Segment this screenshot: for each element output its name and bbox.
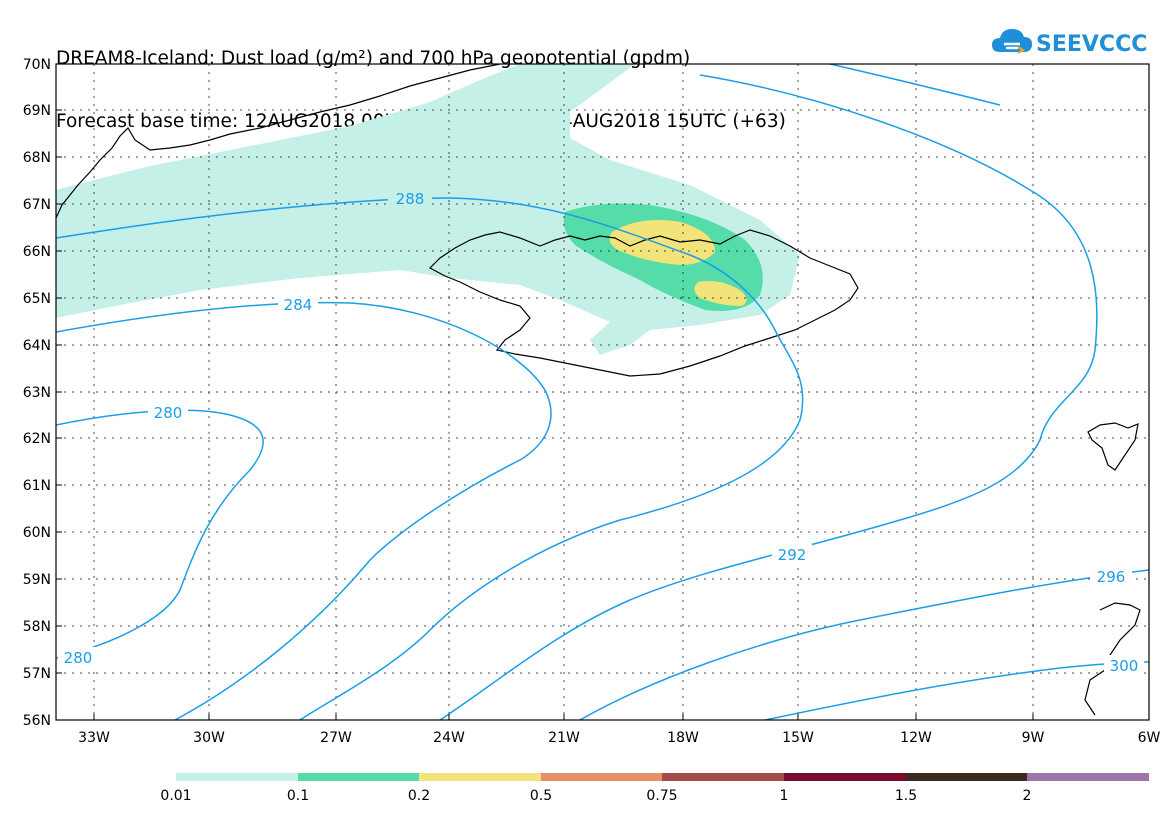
- logo-text: SEEVCCC: [1036, 32, 1147, 57]
- axis-ticks: [56, 63, 1150, 721]
- lon-label-18w: 18W: [667, 730, 699, 746]
- lat-label-59n: 59N: [23, 572, 51, 588]
- lat-label-69n: 69N: [23, 103, 51, 119]
- legend-swatch-7: [1027, 773, 1149, 781]
- contour-label-284: 284: [284, 296, 313, 314]
- legend-swatches: [176, 773, 1149, 781]
- coastlines: [56, 64, 1141, 716]
- lat-label-70n: 70N: [23, 57, 51, 73]
- dust-region-0.2-north: [609, 219, 715, 265]
- longitude-labels: 33W 30W 27W 24W 21W 18W 15W 12W 9W 6W: [78, 730, 1160, 746]
- lat-label-61n: 61N: [23, 478, 51, 494]
- lon-label-21w: 21W: [548, 730, 580, 746]
- legend-label-6: 1.5: [895, 788, 917, 804]
- legend-swatch-3: [541, 773, 662, 781]
- lat-label-63n: 63N: [23, 385, 51, 401]
- lat-label-58n: 58N: [23, 619, 51, 635]
- lat-label-64n: 64N: [23, 338, 51, 354]
- legend-swatch-1: [298, 773, 419, 781]
- contour-label-288: 288: [396, 190, 425, 208]
- lat-label-62n: 62N: [23, 431, 51, 447]
- lat-label-65n: 65N: [23, 291, 51, 307]
- legend-label-7: 2: [1023, 788, 1032, 804]
- legend-label-1: 0.1: [287, 788, 309, 804]
- lat-label-67n: 67N: [23, 197, 51, 213]
- lon-label-9w: 9W: [1022, 730, 1045, 746]
- legend-swatch-2: [419, 773, 541, 781]
- graticule: [56, 64, 1149, 720]
- lon-label-24w: 24W: [433, 730, 465, 746]
- lon-label-30w: 30W: [193, 730, 225, 746]
- dust-region-0.01: [56, 64, 800, 355]
- legend-swatch-0: [176, 773, 298, 781]
- lat-label-57n: 57N: [23, 666, 51, 682]
- contour-284: [56, 301, 552, 720]
- dust-region-0.2-south: [694, 281, 747, 306]
- contour-label-280-lower: 280: [64, 649, 93, 667]
- faroe-coast: [1087, 422, 1139, 471]
- contour-northeast: [829, 64, 1001, 106]
- legend-label-4: 0.75: [646, 788, 677, 804]
- legend-swatch-6: [906, 773, 1027, 781]
- latitude-labels: 70N 69N 68N 67N 66N 65N 64N 63N 62N 61N …: [23, 57, 51, 729]
- lat-label-68n: 68N: [23, 150, 51, 166]
- legend-swatch-5: [784, 773, 906, 781]
- scotland-coast: [1084, 602, 1141, 716]
- lon-label-15w: 15W: [782, 730, 814, 746]
- lat-label-56n: 56N: [23, 713, 51, 729]
- seevccc-logo: SEEVCCC: [990, 20, 1150, 60]
- contour-labels: 288 284 280 280 292 296 300: [58, 188, 1144, 675]
- legend-swatch-4: [662, 773, 784, 781]
- legend-label-2: 0.2: [408, 788, 430, 804]
- cloud-icon: [992, 29, 1032, 54]
- legend-label-0: 0.01: [160, 788, 191, 804]
- contour-296: [579, 569, 1149, 720]
- contour-label-280-upper: 280: [154, 404, 183, 422]
- lon-label-12w: 12W: [900, 730, 932, 746]
- lon-label-6w: 6W: [1138, 730, 1161, 746]
- lon-label-27w: 27W: [320, 730, 352, 746]
- iceland-coast: [429, 229, 859, 377]
- contour-292: [439, 74, 1098, 720]
- legend-label-5: 1: [780, 788, 789, 804]
- contour-label-296: 296: [1097, 568, 1126, 586]
- lon-label-33w: 33W: [78, 730, 110, 746]
- greenland-coast: [56, 64, 501, 219]
- contour-label-292: 292: [778, 546, 807, 564]
- legend-labels: 0.01 0.1 0.2 0.5 0.75 1 1.5 2: [160, 788, 1031, 804]
- legend-label-3: 0.5: [530, 788, 552, 804]
- lat-label-60n: 60N: [23, 525, 51, 541]
- contour-label-300: 300: [1110, 657, 1139, 675]
- lat-label-66n: 66N: [23, 244, 51, 260]
